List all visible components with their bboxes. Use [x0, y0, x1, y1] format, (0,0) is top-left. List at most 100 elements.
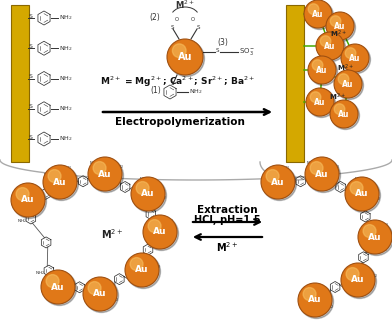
Circle shape [85, 279, 118, 312]
Circle shape [336, 71, 363, 99]
Text: NH$_2$: NH$_2$ [306, 160, 316, 167]
Circle shape [318, 33, 345, 62]
Circle shape [13, 185, 47, 219]
Bar [0, 162, 392, 322]
Text: NH$_2$: NH$_2$ [368, 272, 378, 279]
Text: NH$_2$: NH$_2$ [59, 14, 73, 23]
Circle shape [298, 283, 332, 317]
Text: SO$_3^-$: SO$_3^-$ [239, 45, 256, 56]
Text: Au: Au [271, 177, 285, 186]
Circle shape [306, 88, 334, 116]
Circle shape [308, 4, 319, 14]
Circle shape [125, 253, 159, 287]
Circle shape [305, 157, 339, 191]
Circle shape [43, 165, 77, 199]
Bar [286, 5, 304, 162]
Text: NH$_2$: NH$_2$ [59, 74, 73, 83]
Circle shape [261, 165, 295, 199]
Circle shape [359, 222, 392, 255]
Circle shape [345, 48, 356, 58]
Circle shape [305, 2, 334, 30]
Circle shape [327, 14, 356, 42]
Circle shape [345, 177, 379, 211]
Circle shape [304, 0, 332, 28]
Text: NH$_2$: NH$_2$ [151, 264, 162, 271]
Text: NH$_2$: NH$_2$ [324, 303, 334, 311]
Circle shape [316, 32, 344, 60]
Circle shape [310, 58, 338, 86]
Text: M$^{2+}$: M$^{2+}$ [328, 91, 345, 103]
Circle shape [341, 44, 369, 72]
Text: NH$_2$: NH$_2$ [24, 182, 34, 190]
Circle shape [307, 90, 336, 118]
Text: Extraction: Extraction [197, 205, 258, 215]
Text: NH$_2$: NH$_2$ [330, 163, 341, 171]
Text: (1): (1) [151, 86, 162, 94]
Circle shape [346, 268, 359, 280]
Circle shape [83, 277, 117, 311]
Text: NH$_2$: NH$_2$ [59, 297, 69, 304]
Circle shape [131, 177, 165, 211]
Text: NH$_2$: NH$_2$ [354, 175, 365, 183]
Circle shape [88, 157, 122, 191]
Circle shape [334, 104, 345, 114]
Text: Au: Au [178, 52, 192, 62]
Text: M$^{2+}$: M$^{2+}$ [216, 240, 239, 254]
Text: S: S [170, 80, 174, 86]
Text: M$^{2+}$ = Mg$^{2+}$; Ca$^{2+}$; Sr$^{2+}$; Ba$^{2+}$: M$^{2+}$ = Mg$^{2+}$; Ca$^{2+}$; Sr$^{2+… [100, 75, 255, 89]
Text: (3): (3) [218, 37, 229, 46]
Text: Au: Au [98, 169, 112, 178]
Circle shape [172, 44, 186, 58]
Bar [11, 5, 29, 162]
Text: NH$_2$: NH$_2$ [371, 195, 381, 203]
Text: Au: Au [316, 65, 328, 74]
Circle shape [308, 56, 336, 84]
Text: M$^{2+}$: M$^{2+}$ [175, 0, 195, 11]
Circle shape [358, 220, 392, 254]
Circle shape [48, 170, 61, 183]
Text: NH$_2$: NH$_2$ [18, 218, 27, 225]
Text: NH$_2$: NH$_2$ [349, 291, 359, 299]
Circle shape [127, 254, 160, 289]
Text: Au: Au [349, 53, 361, 62]
Text: NH$_2$: NH$_2$ [89, 160, 99, 167]
Text: NH$_2$: NH$_2$ [59, 44, 73, 53]
Circle shape [326, 12, 354, 40]
Text: NH$_2$: NH$_2$ [85, 301, 95, 308]
Text: Au: Au [21, 195, 35, 204]
Text: S: S [29, 135, 33, 139]
Circle shape [310, 92, 321, 102]
Text: Au: Au [342, 80, 354, 89]
Circle shape [45, 166, 78, 201]
Circle shape [89, 158, 123, 193]
Text: Au: Au [355, 190, 369, 198]
Circle shape [343, 264, 376, 298]
Circle shape [350, 182, 363, 194]
Circle shape [16, 188, 29, 201]
Text: O: O [175, 16, 179, 22]
Circle shape [169, 41, 205, 77]
Text: Au: Au [53, 177, 67, 186]
Circle shape [334, 70, 362, 98]
Text: NH$_2$: NH$_2$ [164, 217, 174, 224]
Text: NH$_2$: NH$_2$ [59, 104, 73, 113]
Circle shape [143, 215, 177, 249]
Text: Au: Au [51, 282, 65, 291]
Text: NH$_2$: NH$_2$ [43, 171, 53, 179]
Circle shape [167, 39, 203, 75]
Circle shape [266, 170, 279, 183]
Circle shape [343, 45, 370, 73]
Text: NH$_2$: NH$_2$ [109, 296, 120, 304]
Circle shape [330, 16, 341, 26]
Text: M$^{2+}$: M$^{2+}$ [330, 28, 347, 40]
Circle shape [136, 182, 149, 194]
Circle shape [41, 270, 75, 304]
Text: O: O [191, 16, 195, 22]
Text: Au: Au [368, 232, 382, 242]
Text: S: S [170, 24, 174, 30]
Text: NH$_2$: NH$_2$ [140, 175, 150, 183]
Circle shape [148, 220, 161, 232]
Circle shape [363, 224, 376, 238]
Circle shape [11, 183, 45, 217]
Text: S: S [29, 14, 33, 18]
